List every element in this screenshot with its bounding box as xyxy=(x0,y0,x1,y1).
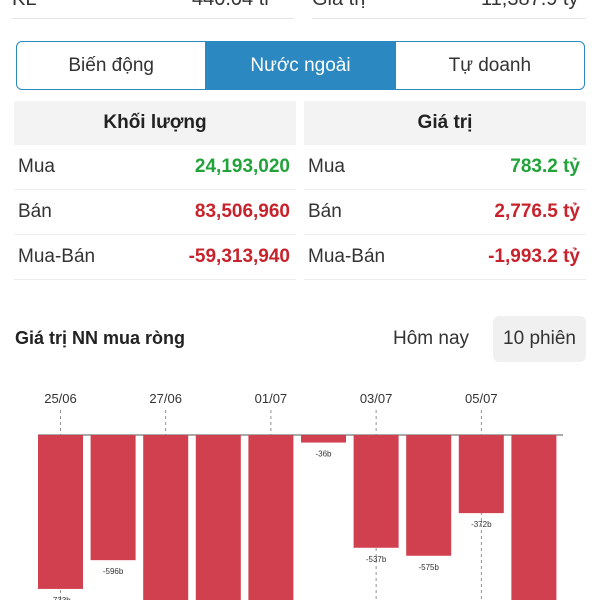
summary-row-partial: KL 440.04 tr Giá trị 11,387.9 tỷ xyxy=(0,0,600,20)
bar-27/06[interactable] xyxy=(143,435,189,600)
summary-divider xyxy=(12,18,294,19)
summary-divider xyxy=(312,18,586,19)
buy-value-value: 783.2 tỷ xyxy=(510,156,580,177)
bar-01/07[interactable] xyxy=(248,435,294,600)
row-label: Mua xyxy=(308,156,345,177)
bar-value-label: -596b xyxy=(103,567,124,576)
summary-volume-value: 440.04 tr xyxy=(192,0,271,11)
bar-value-label: -537b xyxy=(366,555,387,564)
bars-group: -733b-596b-790b-36b-537b-575b-372b xyxy=(38,435,557,600)
row-label: Bán xyxy=(308,201,342,222)
x-tick-label: 01/07 xyxy=(255,391,288,406)
sell-value-value: 2,776.5 tỷ xyxy=(494,201,580,222)
bar-value-label: -575b xyxy=(418,563,439,572)
tab-nuoc-ngoai[interactable]: Nước ngoài xyxy=(205,42,395,89)
bar-value-label: -733b xyxy=(50,596,71,600)
x-tick-label: 27/06 xyxy=(149,391,182,406)
table-row: Mua-Bán -59,313,940 xyxy=(14,235,296,280)
bar-25/06[interactable] xyxy=(38,435,83,589)
tab-tu-doanh[interactable]: Tự doanh xyxy=(394,42,584,89)
table-row: Mua 24,193,020 xyxy=(14,145,296,190)
net-volume-value: -59,313,940 xyxy=(188,246,290,267)
x-tick-label: 25/06 xyxy=(44,391,77,406)
table-row: Bán 83,506,960 xyxy=(14,190,296,235)
volume-table: Khối lượng Mua 24,193,020 Bán 83,506,960… xyxy=(14,101,296,280)
bar-04/07[interactable] xyxy=(406,435,452,556)
period-today-button[interactable]: Hôm nay xyxy=(392,328,470,349)
bar-26/06[interactable] xyxy=(90,435,136,561)
bar-28/06[interactable] xyxy=(195,435,241,600)
summary-volume-label: KL xyxy=(12,0,36,11)
row-label: Mua xyxy=(18,156,55,177)
bar-03/07[interactable] xyxy=(353,435,399,548)
tab-bien-dong[interactable]: Biến động xyxy=(68,54,154,76)
net-value-value: -1,993.2 tỷ xyxy=(488,246,580,267)
row-label: Bán xyxy=(18,201,52,222)
segment-tabs: Biến động Nước ngoài Tự doanh xyxy=(16,41,585,90)
x-tick-label: 05/07 xyxy=(465,391,498,406)
table-row: Mua-Bán -1,993.2 tỷ xyxy=(304,235,586,280)
bar-08/07[interactable] xyxy=(511,435,557,600)
value-table: Giá trị Mua 783.2 tỷ Bán 2,776.5 tỷ Mua-… xyxy=(304,101,586,280)
bar-value-label: -372b xyxy=(471,520,492,529)
chart-title: Giá trị NN mua ròng xyxy=(15,328,186,348)
row-label: Mua-Bán xyxy=(308,246,386,267)
bar-05/07[interactable] xyxy=(458,435,504,514)
summary-value-value: 11,387.9 tỷ xyxy=(481,0,578,11)
buy-volume-value: 24,193,020 xyxy=(194,156,290,177)
bar-value-label: -36b xyxy=(315,450,332,459)
volume-table-header: Khối lượng xyxy=(14,101,296,145)
x-tick-label: 03/07 xyxy=(360,391,393,406)
summary-value-label: Giá trị xyxy=(312,0,365,11)
table-row: Mua 783.2 tỷ xyxy=(304,145,586,190)
bar-02/07[interactable] xyxy=(301,435,346,443)
period-10-sessions-button[interactable]: 10 phiên xyxy=(493,316,586,362)
row-label: Mua-Bán xyxy=(18,246,96,267)
value-table-header: Giá trị xyxy=(304,101,586,145)
table-row: Bán 2,776.5 tỷ xyxy=(304,190,586,235)
sell-volume-value: 83,506,960 xyxy=(194,201,290,222)
